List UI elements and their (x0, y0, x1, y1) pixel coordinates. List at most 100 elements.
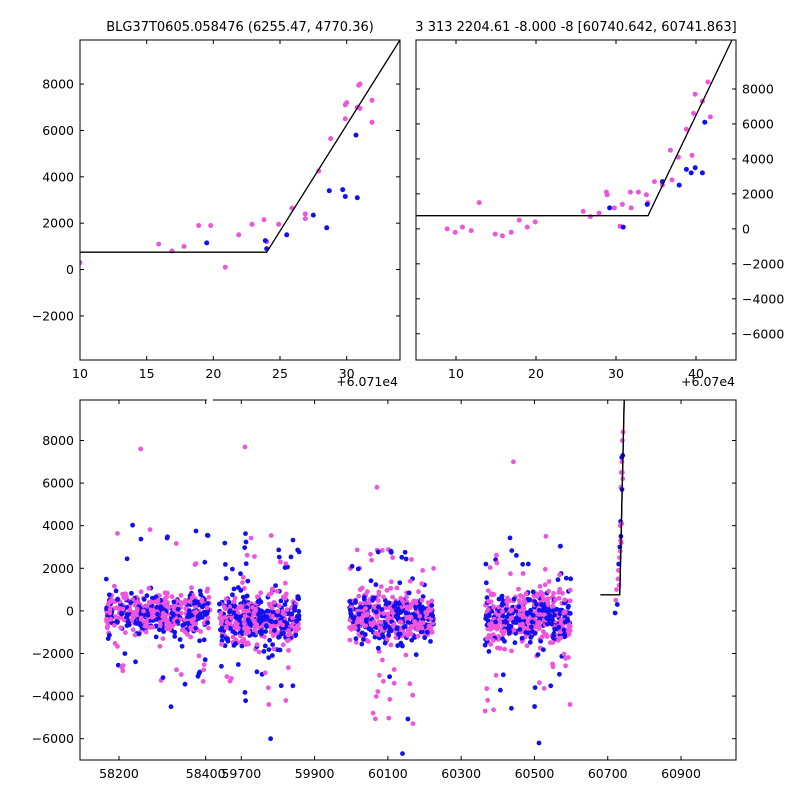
full-season3-point-10 (483, 561, 489, 567)
full-season0-point-397 (103, 576, 109, 582)
full-season3-point-510 (496, 617, 502, 622)
full-season3-point-477 (542, 566, 548, 572)
full-season0-point-124 (204, 588, 210, 594)
full-season2-point-355 (376, 589, 382, 595)
full-season0-point-310 (138, 536, 144, 542)
full-season2-point-297 (413, 605, 419, 611)
full-season3-point-474 (517, 600, 523, 606)
full-season0-point-518 (145, 612, 151, 618)
zoom-left-point-s1-6 (340, 187, 346, 193)
full-season3-point-301 (550, 604, 556, 609)
full-season2-point-374 (418, 607, 423, 612)
full-season3-point-280 (541, 597, 547, 602)
full-season0-point-486 (199, 597, 205, 603)
full-season1-point-227 (217, 601, 222, 607)
full-season3-point-466 (485, 607, 491, 613)
full-season3-point-478 (540, 591, 545, 597)
full-season0-point-110 (115, 531, 120, 536)
full-season2-point-491 (402, 624, 408, 629)
full-season2-point-496 (403, 610, 409, 616)
full-season2-point-3 (380, 657, 385, 663)
full-season3-point-361 (565, 605, 571, 610)
full-season2-point-428 (405, 620, 411, 625)
full-season0-point-378 (104, 618, 110, 624)
full-season2-point-304 (425, 600, 431, 605)
full-season2-point-64 (387, 674, 392, 680)
full-season1-point-22 (296, 608, 302, 614)
full-season2-point-330 (372, 634, 378, 640)
full-season3-point-19 (509, 648, 514, 654)
full-season3-point-494 (493, 619, 499, 625)
full-xtick-label-8: 60900 (661, 766, 701, 781)
full-season1-point-453 (219, 619, 225, 624)
full-season3-point-364 (513, 620, 519, 625)
full-season0-point-411 (141, 597, 147, 602)
zoom-left-point-s1-4 (324, 225, 330, 231)
full-season1-point-369 (273, 619, 278, 625)
full-season3-point-512 (529, 629, 535, 634)
full-season3-point-360 (546, 588, 552, 594)
full-season3-point-54 (525, 561, 531, 567)
full-season0-point-227 (181, 622, 187, 627)
full-season2-point-433 (347, 637, 353, 643)
full-season0-point-431 (171, 599, 177, 605)
full-event-point-0 (612, 610, 618, 616)
full-season3-point-411 (561, 631, 567, 637)
zoom-left-point-s0-0 (80, 260, 83, 266)
full-season2-point-362 (399, 554, 405, 560)
full-season1-point-109 (283, 561, 289, 567)
full-season1-point-406 (230, 592, 235, 598)
full-season0-point-476 (124, 612, 130, 617)
full-season2-point-323 (370, 598, 375, 603)
full-season2-point-382 (376, 604, 381, 610)
full-season2-point-505 (381, 611, 387, 616)
axis-break-gap (207, 396, 213, 404)
full-season2-point-179 (368, 578, 374, 584)
full-season2-point-344 (422, 635, 428, 641)
full-season1-point-220 (244, 593, 250, 599)
full-season1-point-514 (253, 606, 258, 612)
full-season3-point-414 (500, 636, 505, 642)
full-season0-point-304 (160, 636, 166, 641)
zoom-left-xtick-label-2: 20 (205, 366, 221, 381)
full-season3-point-189 (538, 638, 544, 644)
full-season3-point-132 (568, 576, 574, 582)
full-season3-point-407 (517, 627, 523, 632)
full-season1-point-485 (272, 628, 277, 633)
full-season3-point-262 (537, 584, 543, 589)
full-event-point-3 (614, 602, 620, 607)
full-season1-point-385 (245, 578, 251, 584)
full-season1-point-462 (284, 607, 290, 612)
full-season3-point-449 (508, 624, 514, 629)
full-season3-point-513 (516, 604, 522, 609)
full-season2-point-435 (403, 652, 409, 658)
full-season3-point-332 (537, 680, 542, 686)
full-season0-point-516 (107, 607, 113, 612)
full-season2-point-501 (405, 633, 411, 638)
full-season0-point-112 (160, 675, 166, 680)
full-season0-point-502 (155, 598, 161, 603)
full-season1-point-286 (242, 613, 248, 619)
full-season1-point-50 (222, 643, 228, 649)
full-season2-outlier-0 (374, 484, 380, 490)
full-season3-point-415 (523, 630, 529, 635)
full-season1-point-333 (283, 698, 289, 703)
full-season3-point-485 (504, 614, 510, 620)
full-season3-point-125 (542, 582, 548, 588)
full-season0-point-354 (205, 601, 211, 606)
full-season1-point-319 (233, 641, 238, 647)
full-season0-point-416 (168, 624, 174, 629)
full-xtick-label-4: 60100 (368, 766, 408, 781)
full-season1-point-479 (222, 604, 227, 610)
full-season3-point-481 (547, 608, 552, 613)
full-season3-point-363 (557, 586, 563, 592)
full-season1-point-482 (238, 603, 244, 609)
full-season1-point-498 (259, 628, 264, 634)
zoom-left-ytick-label-4: 6000 (42, 123, 74, 138)
full-season2-point-22 (410, 721, 416, 726)
zoom-left-ytick-label-3: 4000 (42, 169, 74, 184)
full-season0-point-491 (136, 631, 142, 637)
full-season0-point-492 (186, 612, 191, 617)
full-season1-point-287 (240, 580, 245, 585)
full-season0-point-424 (193, 625, 198, 631)
